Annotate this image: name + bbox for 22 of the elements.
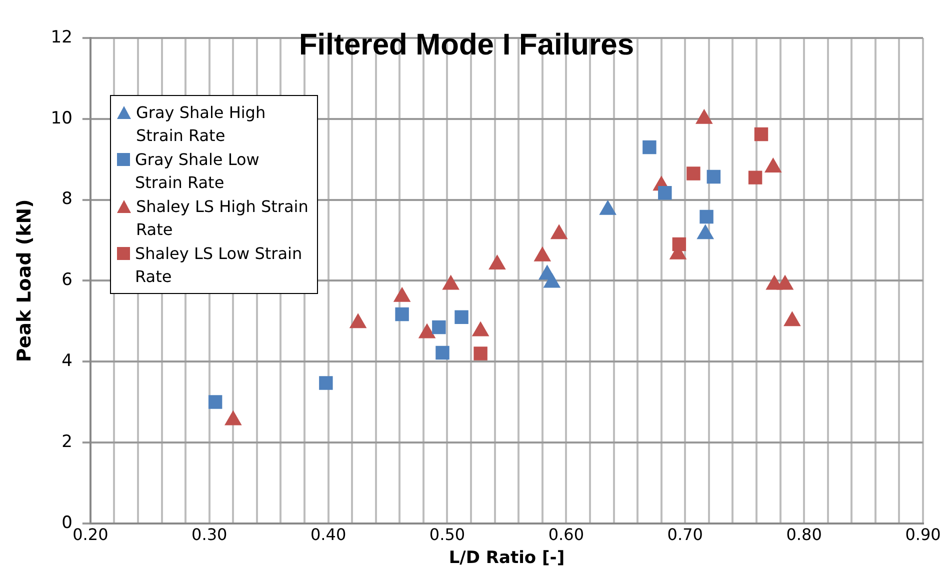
y-tick-label: 2 [62, 432, 72, 452]
x-tick-label: 0.90 [905, 525, 941, 544]
x-tick-label: 0.40 [310, 525, 346, 544]
y-tick-label: 4 [62, 351, 72, 372]
x-tick-label: 0.30 [192, 525, 228, 544]
x-tick-label: 0.60 [548, 525, 584, 544]
legend-label: Shaley LS High Strain Rate [136, 196, 309, 241]
y-axis-title: Peak Load (kN) [13, 199, 36, 362]
x-tick-label: 0.70 [667, 525, 703, 544]
y-tick-label: 6 [62, 270, 72, 290]
x-tick-label: 0.20 [72, 525, 108, 544]
legend-label: Gray Shale High Strain Rate [136, 102, 267, 147]
legend-label: Gray Shale Low Strain Rate [135, 149, 260, 194]
legend-label: Shaley LS Low Strain Rate [135, 243, 304, 288]
y-tick-label: 0 [62, 512, 72, 533]
chart-title: Filtered Mode I Failures [298, 28, 634, 62]
x-axis-title: L/D Ratio [-] [448, 548, 565, 568]
y-tick-label: 10 [50, 108, 72, 128]
y-tick-label: 8 [62, 189, 72, 210]
x-tick-label: 0.80 [786, 525, 822, 544]
x-tick-label: 0.50 [429, 525, 466, 544]
y-tick-label: 12 [50, 27, 72, 48]
